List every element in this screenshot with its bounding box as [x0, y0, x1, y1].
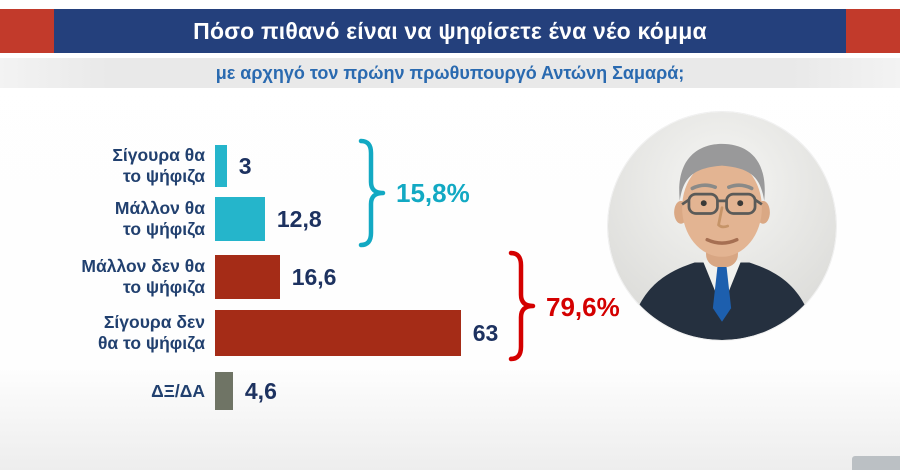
group-bracket-cyan: [358, 138, 386, 248]
value-label: 63: [472, 320, 499, 346]
portrait-photo: [608, 112, 836, 340]
bar: [215, 255, 280, 299]
channel-logo: [852, 456, 900, 470]
bar: [215, 310, 461, 356]
category-label: Μάλλον θα το ψήφιζα: [114, 198, 205, 239]
glasses-icon: [681, 192, 763, 215]
group-bracket-red: [508, 250, 536, 362]
title-accent-left: [0, 9, 54, 53]
value-label: 4,6: [244, 378, 277, 404]
group-percentage-negative: 79,6%: [546, 292, 620, 322]
page-subtitle: με αρχηγό τον πρώην πρωθυπουργό Αντώνη Σ…: [0, 58, 900, 88]
portrait-illustration: [608, 112, 836, 340]
group-percentage-positive: 15,8%: [396, 178, 470, 208]
category-label: Σίγουρα θα το ψήφιζα: [112, 145, 205, 186]
bar: [215, 372, 233, 410]
value-label: 12,8: [276, 206, 322, 232]
title-row: Πόσο πιθανό είναι να ψηφίσετε ένα νέο κό…: [0, 9, 900, 53]
bar: [215, 197, 265, 241]
category-label: Σίγουρα δεν θα το ψήφιζα: [97, 312, 205, 353]
title-accent-right: [846, 9, 900, 53]
bar: [215, 145, 227, 187]
category-label: Μάλλον δεν θα το ψήφιζα: [81, 256, 205, 297]
value-label: 16,6: [291, 264, 337, 290]
category-label: ΔΞ/ΔΑ: [151, 380, 205, 401]
page-title: Πόσο πιθανό είναι να ψηφίσετε ένα νέο κό…: [54, 9, 846, 53]
value-label: 3: [238, 153, 252, 179]
